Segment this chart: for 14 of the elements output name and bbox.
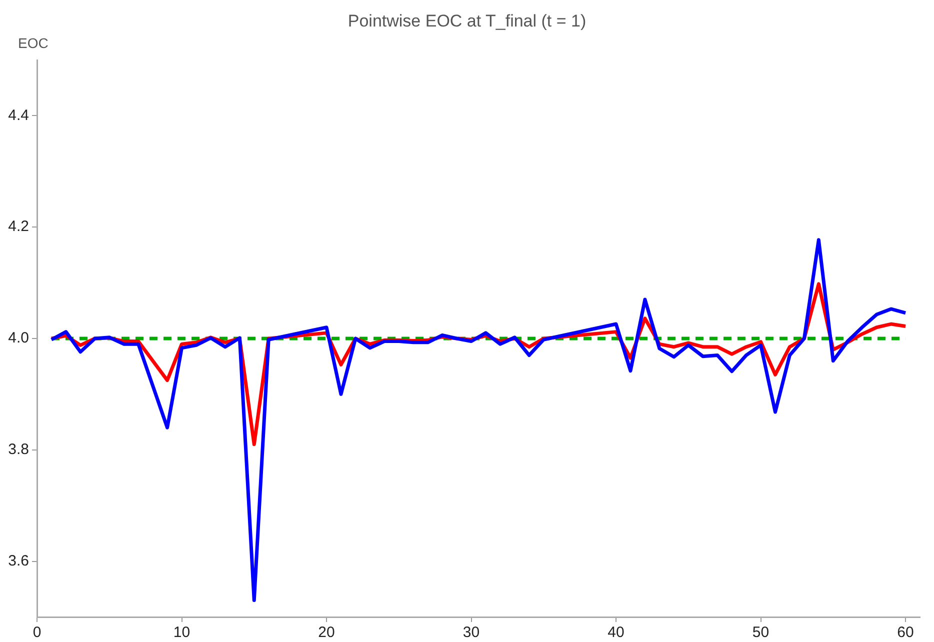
x-tick-label: 60 bbox=[897, 624, 914, 642]
x-tick-label: 50 bbox=[752, 624, 770, 642]
y-tick-label: 3.8 bbox=[8, 441, 29, 458]
x-tick-label: 30 bbox=[462, 624, 480, 642]
x-tick-label: 0 bbox=[32, 624, 42, 642]
x-tick-label: 20 bbox=[318, 624, 335, 642]
y-tick-label: 3.6 bbox=[8, 552, 29, 570]
x-tick-label: 40 bbox=[608, 624, 624, 642]
y-tick-label: 4.0 bbox=[8, 330, 29, 347]
y-tick-label: 4.4 bbox=[8, 106, 29, 124]
y-axis-title: EOC bbox=[18, 34, 48, 51]
x-tick-label: 10 bbox=[173, 624, 190, 642]
y-tick-label: 4.2 bbox=[8, 218, 29, 236]
chart-title: Pointwise EOC at T_final (t = 1) bbox=[348, 12, 586, 31]
